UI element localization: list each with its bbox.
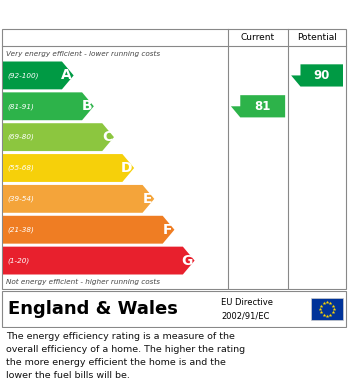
Text: (21-38): (21-38) [7, 226, 34, 233]
Text: C: C [102, 130, 112, 144]
Text: F: F [163, 223, 173, 237]
Text: 90: 90 [314, 69, 330, 82]
Bar [311, 298, 343, 320]
Text: B: B [81, 99, 92, 113]
Polygon shape [3, 92, 94, 120]
Text: England & Wales: England & Wales [8, 300, 178, 318]
Text: E: E [143, 192, 152, 206]
Polygon shape [3, 247, 195, 274]
Text: 81: 81 [254, 100, 271, 113]
Text: The energy efficiency rating is a measure of the
overall efficiency of a home. T: The energy efficiency rating is a measur… [6, 332, 245, 380]
Text: D: D [121, 161, 132, 175]
Text: Energy Efficiency Rating: Energy Efficiency Rating [9, 7, 211, 22]
Polygon shape [3, 185, 154, 213]
Text: Potential: Potential [297, 32, 337, 41]
Text: (69-80): (69-80) [7, 134, 34, 140]
Text: Current: Current [241, 32, 275, 41]
Text: A: A [61, 68, 72, 83]
Text: (1-20): (1-20) [7, 257, 29, 264]
Polygon shape [231, 95, 285, 117]
Text: (81-91): (81-91) [7, 103, 34, 109]
Polygon shape [291, 65, 343, 86]
Text: EU Directive: EU Directive [221, 298, 273, 307]
Text: (55-68): (55-68) [7, 165, 34, 171]
Polygon shape [3, 123, 114, 151]
Polygon shape [3, 216, 174, 244]
Text: 2002/91/EC: 2002/91/EC [221, 311, 269, 320]
Text: (92-100): (92-100) [7, 72, 39, 79]
Polygon shape [3, 61, 74, 90]
Text: (39-54): (39-54) [7, 196, 34, 202]
Text: Very energy efficient - lower running costs: Very energy efficient - lower running co… [6, 51, 160, 57]
Polygon shape [3, 154, 134, 182]
Text: G: G [181, 254, 193, 267]
Text: Not energy efficient - higher running costs: Not energy efficient - higher running co… [6, 279, 160, 285]
